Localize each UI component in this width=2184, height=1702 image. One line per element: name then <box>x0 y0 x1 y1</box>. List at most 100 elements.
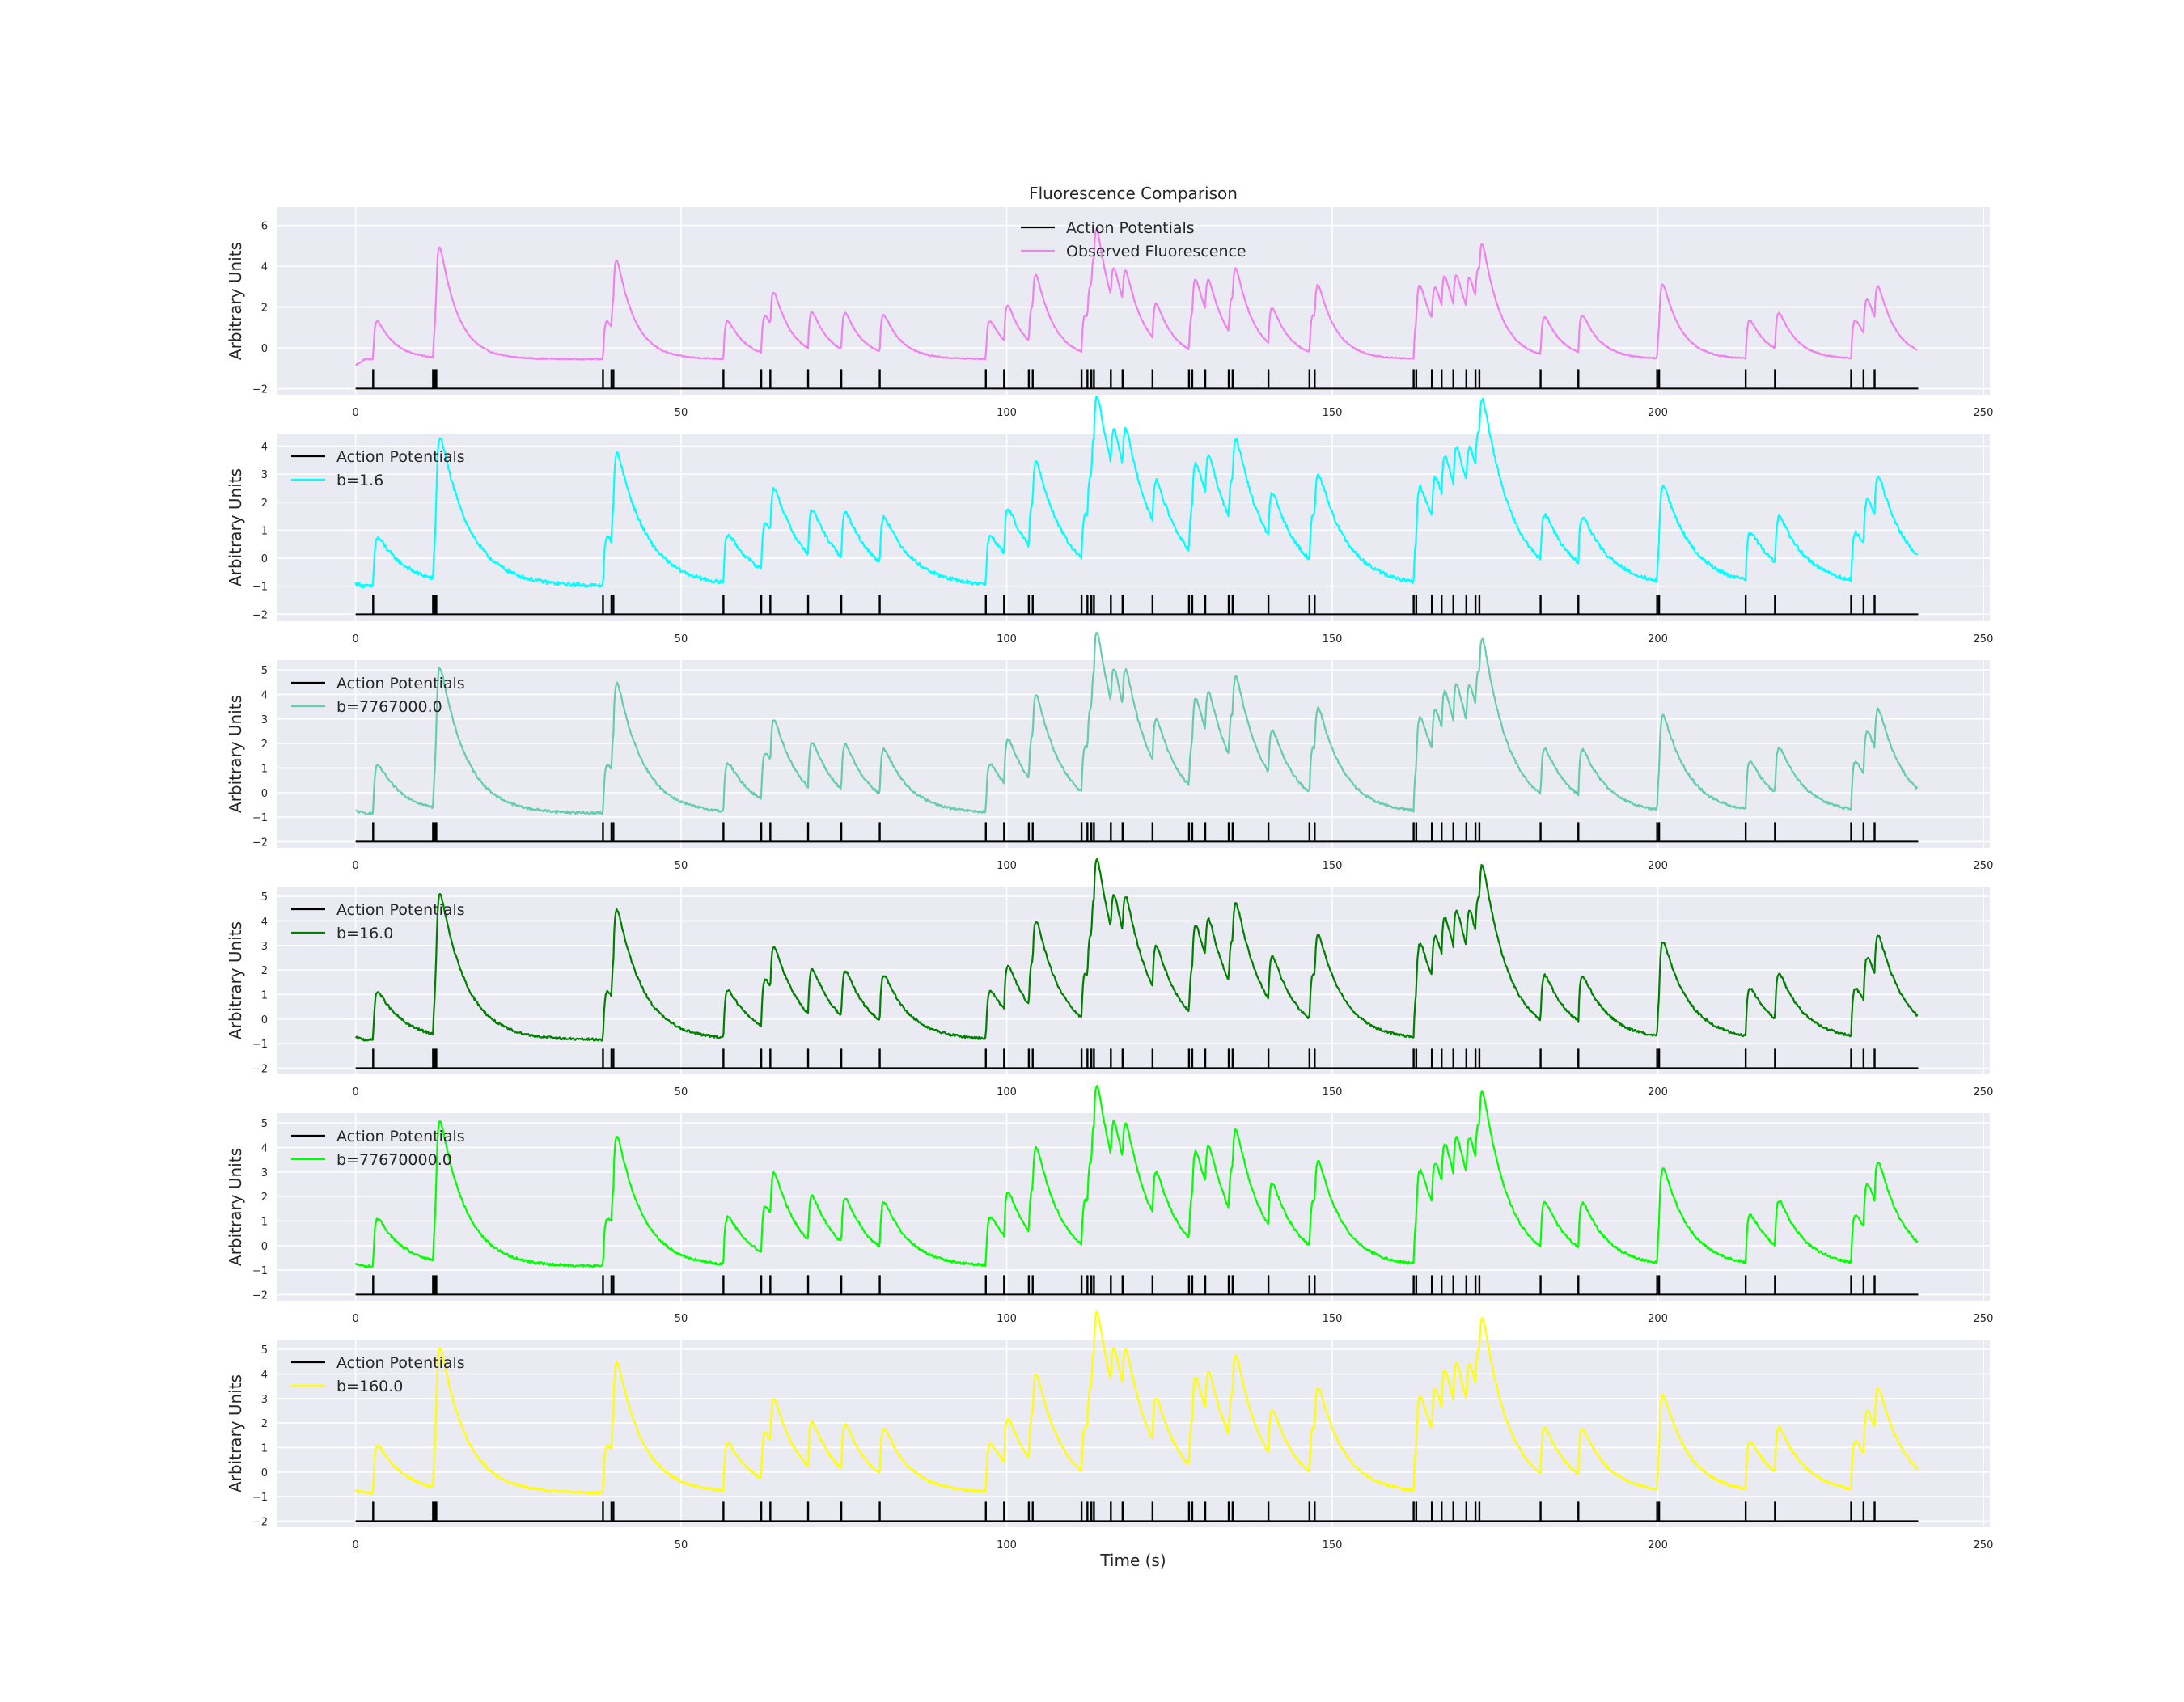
legend-label-series: b=160.0 <box>336 1378 403 1395</box>
y-tick-label: 1 <box>261 525 268 537</box>
y-tick-label: 4 <box>261 689 268 701</box>
x-tick-label: 0 <box>352 1539 358 1552</box>
legend: Action Potentials b=1.6 <box>291 448 465 489</box>
y-tick-label: 3 <box>261 1167 268 1179</box>
x-tick-label: 0 <box>352 633 358 646</box>
plot-area <box>277 1340 1990 1527</box>
plot-area <box>277 1113 1990 1301</box>
x-tick-label: 100 <box>997 860 1017 872</box>
y-tick-label: 2 <box>261 1192 268 1204</box>
y-axis-label: Arbitrary Units <box>226 468 245 586</box>
legend-label-action-potentials: Action Potentials <box>1066 219 1195 237</box>
x-tick-label: 0 <box>352 860 358 872</box>
x-tick-label: 150 <box>1323 860 1343 872</box>
y-tick-label: 4 <box>261 916 268 928</box>
panel-3: 0 50 100 150 200 250 −2 −1 0 1 2 3 4 5 Arbitrary Units… <box>226 631 1994 872</box>
legend: Action Potentials b=160.0 <box>291 1354 465 1395</box>
y-tick-label: 0 <box>261 553 268 565</box>
x-tick-label: 200 <box>1648 407 1668 419</box>
plot-area <box>277 660 1990 848</box>
y-tick-label: −2 <box>252 1063 268 1075</box>
x-tick-label: 150 <box>1323 633 1343 646</box>
y-tick-label: −1 <box>252 812 268 824</box>
y-axis-label: Arbitrary Units <box>226 242 245 360</box>
legend: Action Potentials b=77670000.0 <box>291 1128 465 1169</box>
y-tick-label: 0 <box>261 343 268 355</box>
legend: Action Potentials b=16.0 <box>291 901 465 942</box>
y-axis-label: Arbitrary Units <box>226 921 245 1039</box>
y-tick-label: 5 <box>261 665 268 677</box>
x-tick-label: 250 <box>1974 1539 1994 1552</box>
legend-label-action-potentials: Action Potentials <box>336 448 465 466</box>
y-tick-label: 1 <box>261 989 268 1001</box>
y-axis-label: Arbitrary Units <box>226 1374 245 1492</box>
y-tick-label: 1 <box>261 763 268 775</box>
x-tick-label: 50 <box>675 1086 688 1099</box>
x-tick-label: 200 <box>1648 1086 1668 1099</box>
panel-1: 0 50 100 150 200 250 −2 0 2 4 6 Arbitrary Units Acti… <box>226 207 1993 419</box>
y-tick-label: 1 <box>261 1442 268 1454</box>
y-tick-label: 3 <box>261 469 268 481</box>
fluorescence-series <box>354 396 1919 589</box>
y-tick-label: −1 <box>252 1265 268 1277</box>
fluorescence-series <box>354 857 1919 1042</box>
fluorescence-series <box>354 1084 1919 1269</box>
y-tick-label: 5 <box>261 1118 268 1130</box>
y-tick-label: 2 <box>261 965 268 977</box>
x-tick-label: 100 <box>997 633 1017 646</box>
x-tick-label: 200 <box>1648 1539 1668 1552</box>
legend-label-series: b=77670000.0 <box>336 1151 452 1169</box>
x-tick-label: 0 <box>352 1086 358 1099</box>
x-tick-label: 0 <box>352 1313 358 1325</box>
x-tick-label: 250 <box>1974 860 1994 872</box>
y-tick-label: 2 <box>261 739 268 751</box>
y-tick-label: 0 <box>261 1241 268 1253</box>
y-tick-label: −2 <box>252 383 268 396</box>
y-tick-label: 5 <box>261 891 268 904</box>
x-tick-label: 250 <box>1974 407 1994 419</box>
plot-area <box>277 887 1990 1074</box>
y-tick-label: 1 <box>261 1216 268 1228</box>
y-tick-label: −1 <box>252 582 268 594</box>
x-tick-label: 200 <box>1648 860 1668 872</box>
y-tick-label: 4 <box>261 261 268 273</box>
y-tick-label: 6 <box>261 221 268 233</box>
fluorescence-series <box>355 228 1919 366</box>
x-axis-label: Time (s) <box>1099 1551 1166 1570</box>
panel-2: 0 50 100 150 200 250 −2 −1 0 1 2 3 4 Arbitrary Units A… <box>226 396 1993 646</box>
legend-label-series: b=1.6 <box>336 472 383 489</box>
x-tick-label: 0 <box>352 407 358 419</box>
y-tick-label: 3 <box>261 714 268 726</box>
y-tick-label: 2 <box>261 497 268 510</box>
x-tick-label: 100 <box>997 1313 1017 1325</box>
legend-label-action-potentials: Action Potentials <box>336 901 465 919</box>
x-tick-label: 100 <box>997 1086 1017 1099</box>
x-tick-label: 50 <box>675 407 688 419</box>
x-tick-label: 250 <box>1974 1086 1994 1099</box>
y-tick-label: −1 <box>252 1492 268 1504</box>
panel-5: 0 50 100 150 200 250 −2 −1 0 1 2 3 4 5 Arbitrary Units… <box>226 1084 1993 1325</box>
x-tick-label: 50 <box>675 1539 688 1552</box>
panel-4: 0 50 100 150 200 250 −2 −1 0 1 2 3 4 5 Arbitrary Units… <box>226 857 1994 1099</box>
x-tick-label: 150 <box>1323 1086 1343 1099</box>
y-tick-label: 5 <box>261 1344 268 1357</box>
fluorescence-series <box>354 1310 1919 1496</box>
x-tick-label: 200 <box>1648 633 1668 646</box>
y-axis-label: Arbitrary Units <box>226 1148 245 1266</box>
y-tick-label: −2 <box>252 836 268 849</box>
y-tick-label: 0 <box>261 1014 268 1027</box>
legend-label-series: b=7767000.0 <box>336 698 442 716</box>
plot-area <box>277 434 1990 621</box>
legend-label-series: Observed Fluorescence <box>1066 243 1246 260</box>
y-tick-label: 4 <box>261 1369 268 1381</box>
y-axis-label: Arbitrary Units <box>226 695 245 813</box>
y-tick-label: 4 <box>261 442 268 454</box>
x-tick-label: 200 <box>1648 1313 1668 1325</box>
y-tick-label: 4 <box>261 1142 268 1154</box>
y-tick-label: 2 <box>261 303 268 315</box>
y-tick-label: 3 <box>261 1394 268 1406</box>
x-tick-label: 150 <box>1323 1313 1343 1325</box>
